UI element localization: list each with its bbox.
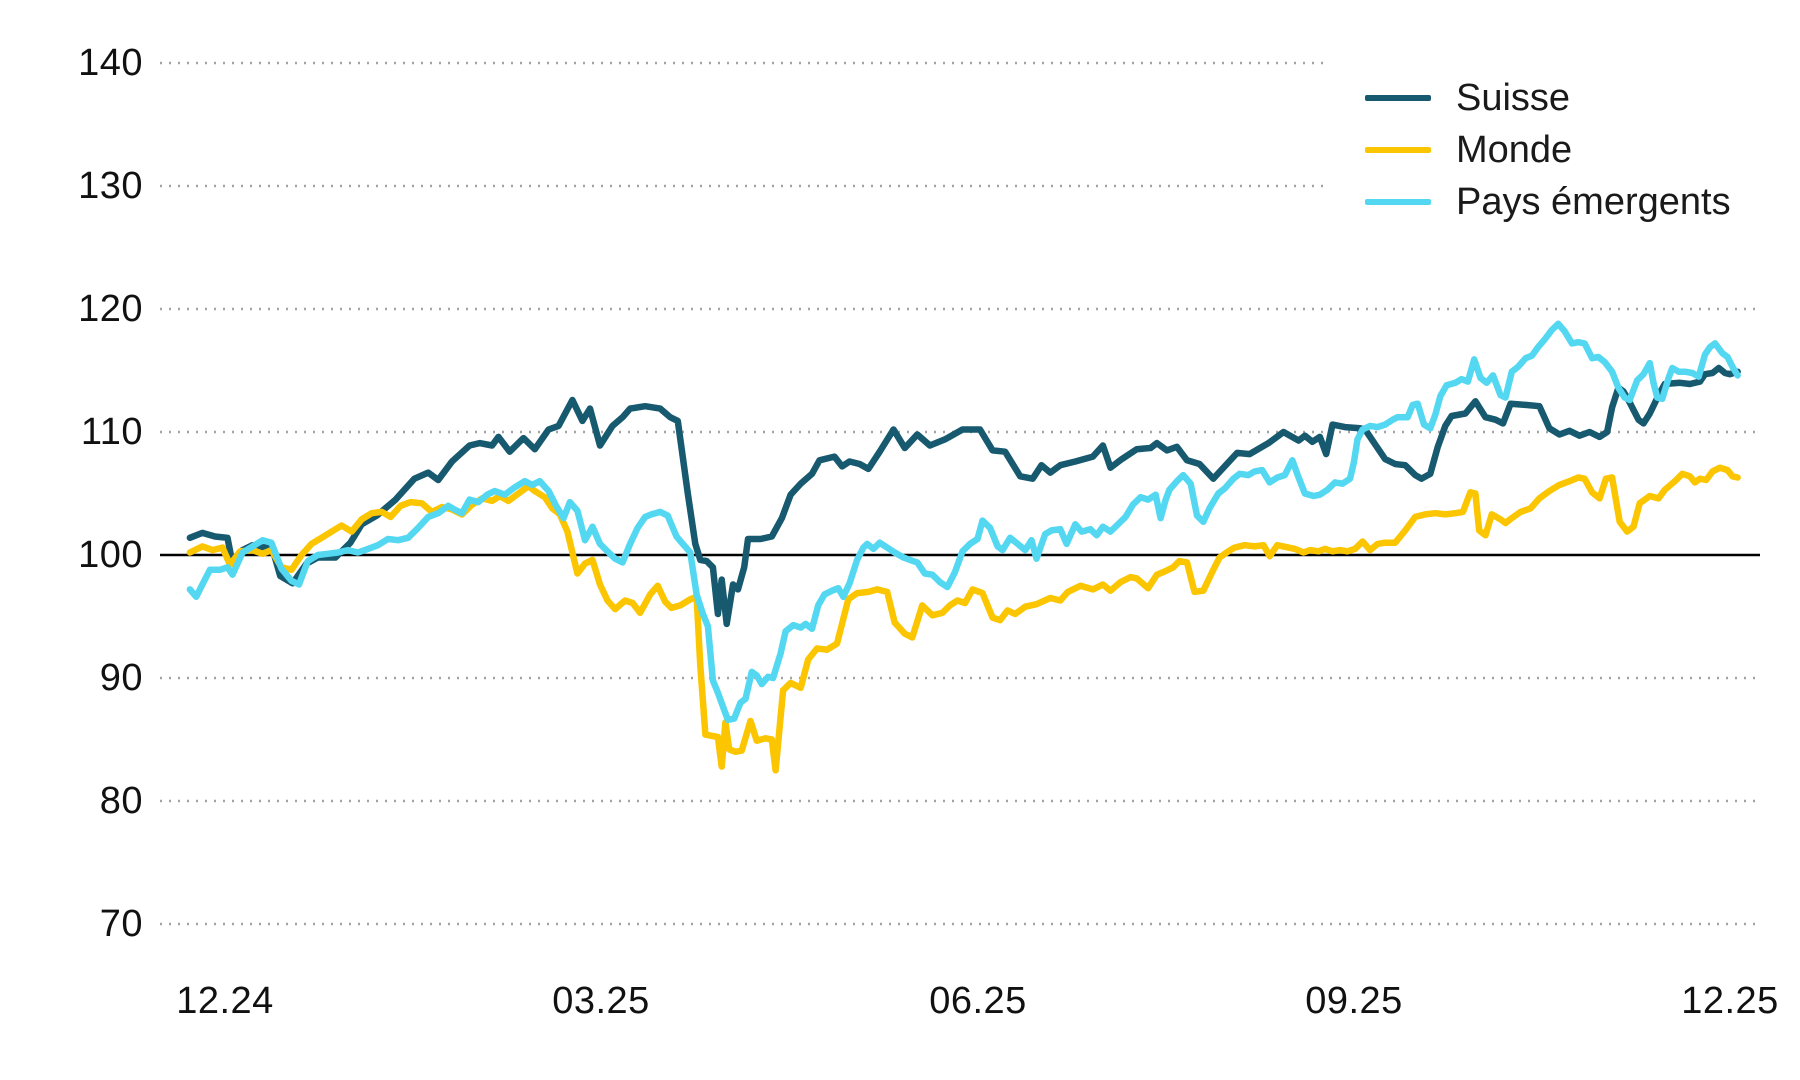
legend-item-monde: Monde [1325, 124, 1760, 176]
y-tick-label-100: 100 [78, 534, 143, 576]
series-line-monde [186, 464, 1741, 774]
legend-label: Suisse [1456, 77, 1571, 119]
x-tick-label-12-25: 12.25 [1681, 980, 1779, 1022]
pays-emergents-line-swatch-icon [1365, 199, 1431, 205]
legend: Suisse Monde Pays émergents [1325, 60, 1760, 240]
y-tick-label-80: 80 [99, 780, 143, 822]
y-tick-label-130: 130 [78, 165, 143, 207]
legend-label: Monde [1456, 129, 1573, 171]
series-line-suisse [186, 364, 1741, 628]
y-tick-label-90: 90 [99, 657, 143, 699]
monde-line-swatch-icon [1365, 147, 1431, 153]
y-tick-label-70: 70 [99, 903, 143, 945]
legend-item-pays-emergents: Pays émergents [1325, 176, 1760, 228]
y-tick-label-140: 140 [78, 42, 143, 84]
x-tick-label-09-25: 09.25 [1305, 980, 1403, 1022]
x-tick-label-06-25: 06.25 [929, 980, 1027, 1022]
x-tick-label-03-25: 03.25 [552, 980, 650, 1022]
legend-item-suisse: Suisse [1325, 72, 1760, 124]
x-tick-label-12-24: 12.24 [176, 980, 274, 1022]
suisse-line-swatch-icon [1365, 95, 1431, 101]
y-tick-label-120: 120 [78, 288, 143, 330]
legend-label: Pays émergents [1456, 181, 1731, 223]
series-line-pays-emergents [186, 320, 1741, 724]
y-tick-label-110: 110 [80, 411, 143, 453]
